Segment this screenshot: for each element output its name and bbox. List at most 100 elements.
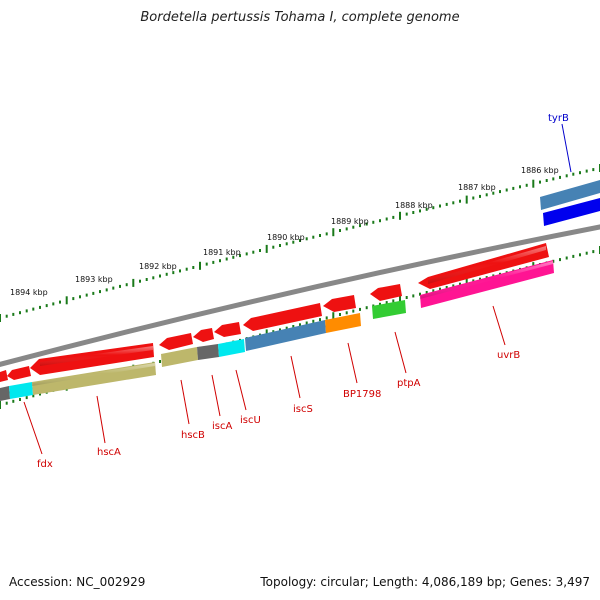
minor-tick <box>519 185 521 189</box>
minor-tick <box>565 174 568 178</box>
major-tick <box>399 295 401 304</box>
minor-tick <box>512 186 515 190</box>
minor-tick <box>559 258 561 262</box>
minor-tick <box>572 172 575 176</box>
minor-tick <box>285 242 288 246</box>
gene-arrow[interactable] <box>214 322 241 337</box>
minor-tick <box>472 279 475 283</box>
minor-tick <box>5 401 8 405</box>
gene-block[interactable] <box>543 198 600 226</box>
minor-tick <box>192 266 195 269</box>
map-title: Bordetella pertussis Tohama I, complete … <box>140 10 460 25</box>
minor-tick <box>552 177 555 181</box>
gene-block[interactable] <box>218 339 245 357</box>
gene-label-hscA[interactable]: hscA <box>97 447 121 458</box>
major-tick <box>465 195 468 204</box>
minor-tick <box>245 252 248 256</box>
minor-tick <box>565 256 568 260</box>
minor-tick <box>112 286 115 290</box>
minor-tick <box>19 311 21 315</box>
gene-label-fdx[interactable]: fdx <box>37 459 53 470</box>
gene-block[interactable] <box>0 386 10 401</box>
minor-tick <box>585 251 588 255</box>
gene-label-ptpA[interactable]: ptpA <box>397 378 421 389</box>
tick-label: 1891 kbp <box>203 248 241 257</box>
tick-label: 1889 kbp <box>331 217 369 226</box>
tick-label: 1890 kbp <box>267 233 305 242</box>
minor-tick <box>352 225 355 229</box>
gene-label-uvrB[interactable]: uvrB <box>497 350 520 361</box>
minor-tick <box>505 188 508 192</box>
gene-label-iscA[interactable]: iscA <box>212 421 232 432</box>
minor-tick <box>45 304 48 308</box>
minor-tick <box>579 253 581 257</box>
minor-tick <box>425 291 428 294</box>
minor-tick <box>299 323 301 327</box>
minor-tick <box>545 179 548 182</box>
tick-label: 1886 kbp <box>521 166 559 175</box>
gene-arrow[interactable] <box>193 328 214 342</box>
minor-tick <box>359 224 361 228</box>
gene-label-iscU[interactable]: iscU <box>240 415 261 426</box>
outer-tick-row <box>0 164 600 322</box>
minor-tick <box>5 314 8 318</box>
minor-tick <box>39 392 41 396</box>
major-tick <box>465 278 468 287</box>
minor-tick <box>339 229 341 232</box>
minor-tick <box>412 211 415 214</box>
gene-label-hscB[interactable]: hscB <box>181 430 205 441</box>
minor-tick <box>152 276 155 280</box>
minor-tick <box>32 394 35 398</box>
gene-label-tyrB[interactable]: tyrB <box>548 113 569 124</box>
minor-tick <box>525 183 528 187</box>
gene-block[interactable] <box>161 347 198 367</box>
gene-block[interactable] <box>9 382 33 399</box>
minor-tick <box>79 295 81 299</box>
minor-tick <box>592 168 595 172</box>
gene-arrow[interactable] <box>323 295 356 312</box>
tick-label: 1893 kbp <box>75 275 113 284</box>
gene-block[interactable] <box>197 344 219 360</box>
gene-block[interactable] <box>245 320 326 351</box>
gene-block[interactable] <box>325 313 361 333</box>
major-tick <box>65 296 68 305</box>
gene-arrow[interactable] <box>370 284 402 301</box>
minor-tick <box>372 220 375 224</box>
topology-text: Topology: circular; Length: 4,086,189 bp… <box>260 575 590 589</box>
minor-tick <box>285 326 288 330</box>
gene-label-BP1798[interactable]: BP1798 <box>343 389 381 400</box>
minor-tick <box>459 282 461 286</box>
minor-tick <box>225 257 228 261</box>
minor-tick <box>172 271 175 275</box>
minor-tick <box>499 190 501 194</box>
gene-arrow[interactable] <box>7 366 31 380</box>
minor-tick <box>365 306 368 310</box>
minor-tick <box>232 255 235 259</box>
minor-tick <box>359 307 361 311</box>
minor-tick <box>439 204 441 208</box>
minor-tick <box>39 305 41 309</box>
minor-tick <box>445 286 448 289</box>
minor-tick <box>72 297 75 301</box>
minor-tick <box>292 240 295 244</box>
minor-tick <box>392 215 395 219</box>
minor-tick <box>345 311 348 315</box>
minor-tick <box>125 283 128 287</box>
major-tick <box>132 278 135 287</box>
minor-tick <box>432 289 435 293</box>
gene-label-iscS[interactable]: iscS <box>293 404 313 415</box>
minor-tick <box>159 274 161 278</box>
minor-tick <box>439 287 441 291</box>
minor-tick <box>592 250 595 254</box>
minor-tick <box>385 217 388 221</box>
minor-tick <box>325 316 328 320</box>
gene-arrow[interactable] <box>540 180 600 210</box>
gene-block[interactable] <box>372 300 406 319</box>
minor-tick <box>279 328 281 332</box>
major-tick <box>332 228 335 237</box>
minor-tick <box>585 169 588 173</box>
gene-arrow[interactable] <box>243 303 322 331</box>
minor-tick <box>452 284 455 288</box>
gene-arrow[interactable] <box>159 333 193 350</box>
gene-arrow[interactable] <box>0 370 8 382</box>
